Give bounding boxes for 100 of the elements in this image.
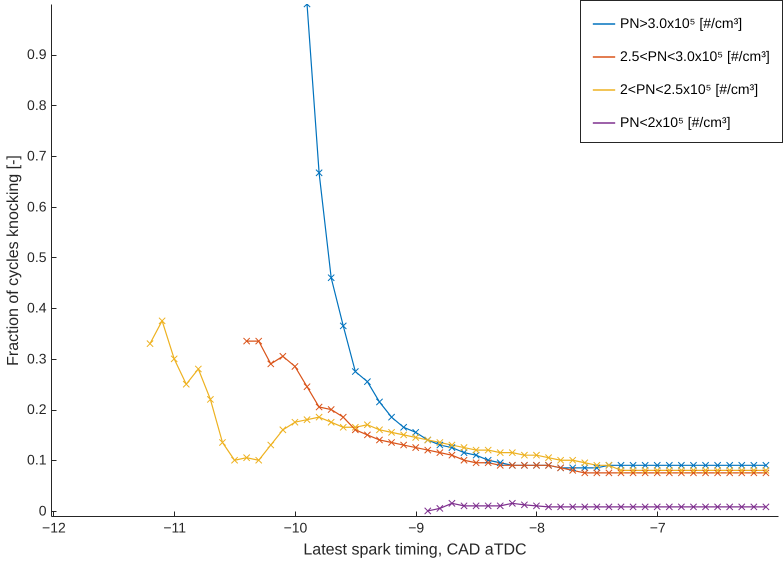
point (654, 462, 661, 469)
point (460, 444, 468, 452)
point (762, 503, 770, 511)
point (279, 352, 287, 360)
point (569, 464, 576, 472)
point (315, 403, 323, 411)
point (641, 503, 649, 511)
point (581, 464, 588, 472)
point (702, 503, 710, 511)
point (170, 355, 178, 363)
point (593, 503, 601, 511)
point (496, 462, 504, 469)
point (376, 436, 384, 444)
point (617, 466, 625, 474)
legend-label: 2<PN<2.5x10⁵ [#/cm³] (620, 81, 758, 97)
point (496, 448, 504, 456)
point (520, 452, 528, 459)
point (496, 502, 504, 510)
point (569, 466, 576, 474)
point (412, 444, 420, 452)
point (352, 426, 359, 434)
point (641, 469, 649, 477)
x-tick-label: −10 (284, 520, 308, 536)
point (315, 413, 323, 421)
point (460, 456, 468, 464)
point (291, 418, 299, 426)
point (412, 434, 420, 442)
point (255, 337, 262, 345)
point (242, 454, 250, 462)
point (364, 431, 372, 439)
point (400, 424, 408, 431)
point (206, 396, 214, 404)
x-axis-title: Latest spark timing, CAD aTDC (303, 542, 527, 558)
point (472, 459, 480, 466)
point (352, 424, 359, 431)
point (376, 398, 384, 406)
point (436, 438, 444, 446)
point (496, 459, 504, 466)
point (484, 459, 492, 466)
point (364, 421, 372, 428)
y-tick-label: 0.3 (27, 350, 47, 366)
point (328, 274, 335, 282)
point (352, 368, 359, 376)
point (388, 438, 396, 446)
point (400, 441, 408, 449)
point (690, 466, 698, 474)
point (750, 469, 758, 477)
point (388, 413, 396, 421)
point (532, 452, 540, 459)
point (581, 459, 588, 466)
point (617, 462, 625, 469)
legend-label: 2.5<PN<3.0x10⁵ [#/cm³] (620, 48, 770, 64)
legend-label: PN<2x10⁵ [#/cm³] (620, 114, 730, 130)
point (593, 464, 601, 472)
point (726, 462, 734, 469)
point (569, 456, 576, 464)
point (617, 503, 625, 511)
point (544, 454, 552, 462)
point (448, 500, 456, 507)
point (340, 322, 347, 330)
point (436, 448, 444, 456)
point (472, 446, 480, 454)
point (569, 503, 576, 511)
point (726, 503, 734, 511)
point (714, 462, 722, 469)
point (303, 416, 311, 424)
y-tick-label: 0.5 (27, 248, 47, 265)
point (666, 462, 673, 469)
point (666, 466, 673, 474)
y-tick-label: 0.4 (27, 300, 47, 316)
point (472, 452, 480, 459)
point (666, 469, 673, 477)
point (750, 462, 758, 469)
point (460, 502, 468, 510)
point (315, 169, 323, 176)
point (678, 469, 686, 477)
point (340, 413, 347, 421)
point (556, 503, 564, 511)
point (484, 502, 492, 510)
point (762, 462, 770, 469)
point (654, 466, 661, 474)
point (230, 456, 238, 464)
point (508, 500, 516, 507)
point (629, 462, 637, 469)
point (436, 504, 444, 512)
point (750, 503, 758, 511)
point (279, 426, 287, 434)
point (581, 469, 588, 477)
point (448, 452, 456, 459)
point (702, 469, 710, 477)
point (714, 466, 722, 474)
y-tick-label: 0.8 (27, 96, 47, 113)
point (738, 503, 746, 511)
point (364, 378, 372, 386)
point (146, 340, 154, 348)
point (654, 503, 661, 511)
point (690, 462, 698, 469)
point (641, 462, 649, 469)
y-tick-label: 0.1 (27, 452, 47, 468)
point (340, 424, 347, 431)
